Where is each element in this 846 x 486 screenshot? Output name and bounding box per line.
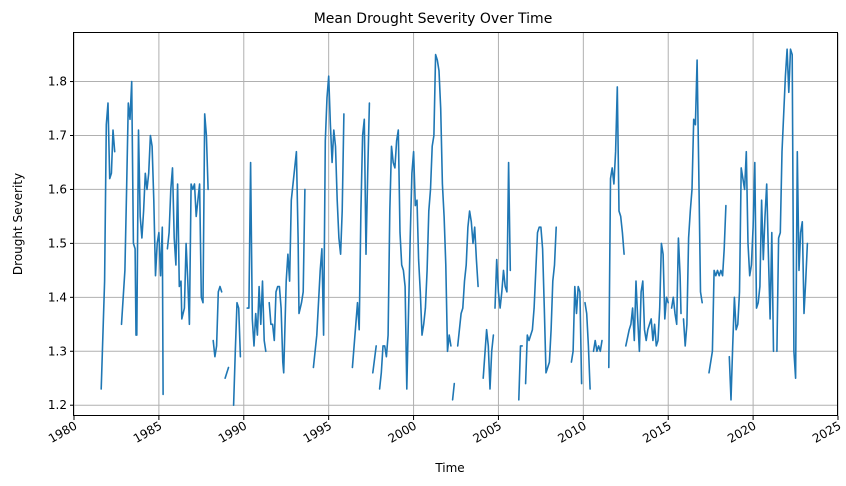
series-line-segment bbox=[607, 86, 625, 369]
y-tick-label: 1.2 bbox=[48, 398, 67, 412]
y-tick-label: 1.3 bbox=[48, 344, 67, 358]
series-line-segment bbox=[776, 48, 809, 380]
x-tick-label: 2020 bbox=[725, 418, 758, 445]
y-tick-label: 1.5 bbox=[48, 236, 67, 250]
y-tick-label: 1.6 bbox=[48, 182, 67, 196]
series-line-segment bbox=[351, 102, 371, 369]
y-axis-title: Drought Severity bbox=[11, 173, 25, 275]
grid bbox=[73, 33, 839, 416]
series-line-segment bbox=[524, 226, 558, 385]
data-series bbox=[100, 48, 809, 407]
x-tick-label: 1980 bbox=[46, 418, 79, 445]
x-tick-label: 2000 bbox=[386, 418, 419, 445]
y-tick-label: 1.4 bbox=[48, 290, 67, 304]
y-tick-label: 1.7 bbox=[48, 128, 67, 142]
series-line-segment bbox=[482, 328, 495, 390]
series-line-segment bbox=[517, 345, 524, 401]
series-line-segment bbox=[224, 366, 230, 380]
series-line-segment bbox=[624, 242, 670, 353]
series-line-segment bbox=[592, 339, 603, 353]
plot-frame bbox=[73, 32, 838, 416]
series-line-segment bbox=[570, 285, 583, 385]
x-tick-label: 2015 bbox=[640, 418, 673, 445]
x-tick-label: 2005 bbox=[470, 418, 503, 445]
x-tick-label: 1995 bbox=[301, 418, 334, 445]
series-line-segment bbox=[584, 301, 591, 390]
series-line-segment bbox=[494, 161, 512, 309]
x-tick-label: 1985 bbox=[131, 418, 164, 445]
series-line-segment bbox=[371, 345, 378, 374]
series-line-segment bbox=[312, 75, 345, 369]
series-line-segment bbox=[728, 150, 775, 401]
chart-title: Mean Drought Severity Over Time bbox=[314, 11, 553, 27]
series-line-segment bbox=[120, 80, 164, 396]
series-line-segment bbox=[451, 382, 456, 401]
series-line-segment bbox=[682, 59, 704, 347]
x-tick-label: 2010 bbox=[555, 418, 588, 445]
y-axis: 1.2 1.3 1.4 1.5 1.6 1.7 1.8 bbox=[48, 75, 74, 412]
series-line-segment bbox=[212, 285, 223, 358]
x-tick-label: 2025 bbox=[810, 418, 843, 445]
series-line-segment bbox=[246, 161, 267, 353]
series-line-segment bbox=[456, 210, 479, 347]
series-line-segment bbox=[378, 53, 452, 390]
y-tick-label: 1.8 bbox=[48, 75, 67, 89]
x-tick-label: 1990 bbox=[216, 418, 249, 445]
series-line-segment bbox=[268, 150, 306, 374]
series-line-segment bbox=[708, 204, 727, 374]
series-line-segment bbox=[670, 237, 682, 326]
series-line-segment bbox=[232, 301, 242, 407]
series-line-segment bbox=[166, 113, 209, 326]
x-axis-title: Time bbox=[434, 461, 464, 475]
series-line-segment bbox=[100, 102, 116, 390]
x-axis: 1980 1985 1990 1995 2000 2005 2010 2015 2020 2025 bbox=[46, 416, 844, 446]
